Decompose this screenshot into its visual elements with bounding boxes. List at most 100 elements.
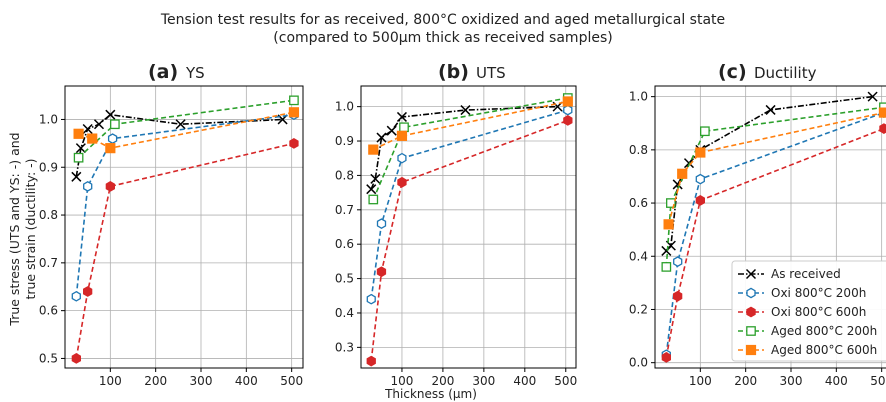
legend-label: Aged 800°C 600h xyxy=(771,343,877,357)
data-point xyxy=(661,262,672,272)
legend-entry: As received xyxy=(738,267,841,281)
y-tick-label: 1.0 xyxy=(335,100,354,114)
legend-label: Oxi 800°C 600h xyxy=(771,305,866,319)
y-tick-label: 0.7 xyxy=(39,256,58,270)
y-tick-label: 1.0 xyxy=(629,90,648,104)
data-point xyxy=(460,105,471,116)
y-tick-label: 0.2 xyxy=(629,302,648,316)
data-point xyxy=(289,95,299,106)
series-line xyxy=(78,111,295,149)
data-point xyxy=(695,147,706,158)
axes-frame xyxy=(64,85,304,369)
panel-a-ys: (a) YS 100 200 300 400 500 0.5 0.6 0.7 0.8 0.9 1.0 xyxy=(39,61,304,388)
series-line xyxy=(665,111,885,355)
panel-a-label: (a) xyxy=(148,61,178,83)
legend-entry: Oxi 800°C 600h xyxy=(738,305,866,319)
data-point xyxy=(71,290,81,302)
data-point xyxy=(563,115,573,126)
x-axis-label: Thickness (µm) xyxy=(384,387,477,401)
data-point xyxy=(562,96,573,107)
x-tick-label: 500 xyxy=(554,374,577,388)
legend-marker xyxy=(746,287,756,299)
y-tick-label: 0.8 xyxy=(629,143,648,157)
series-line xyxy=(370,119,569,362)
data-point xyxy=(397,152,407,164)
data-point xyxy=(661,352,671,363)
data-point xyxy=(289,138,299,149)
data-point xyxy=(677,168,688,179)
series-aged-800-c-600h xyxy=(368,96,573,155)
data-point xyxy=(366,184,377,195)
data-point xyxy=(370,173,381,184)
data-point xyxy=(83,286,93,297)
data-point xyxy=(376,266,387,278)
x-tick-label: 100 xyxy=(390,374,413,388)
x-tick-label: 400 xyxy=(825,374,848,388)
legend-marker xyxy=(746,306,756,318)
x-tick-label: 400 xyxy=(513,374,536,388)
data-point xyxy=(73,128,84,139)
y-tick-label: 1.0 xyxy=(39,112,58,126)
data-point xyxy=(71,353,81,364)
series-as-received xyxy=(366,101,563,195)
series-line xyxy=(372,100,568,151)
data-point xyxy=(376,218,387,229)
series-line xyxy=(665,106,885,267)
data-point xyxy=(376,132,387,143)
legend-marker xyxy=(745,344,757,356)
data-point xyxy=(105,109,116,120)
x-tick-label: 100 xyxy=(99,374,122,388)
y-tick-label: 0.8 xyxy=(335,168,354,182)
panel-b-name: UTS xyxy=(476,64,506,82)
legend-entry: Aged 800°C 200h xyxy=(738,324,877,338)
legend-label: Aged 800°C 200h xyxy=(771,324,877,338)
panel-b-uts: (b) UTS 100 200 300 400 500 0.3 0.4 0.5 0.6 0.7 0.… xyxy=(335,61,577,388)
series-line xyxy=(665,127,885,358)
data-point xyxy=(105,143,116,154)
data-point xyxy=(71,171,82,182)
y-tick-label: 0.7 xyxy=(335,203,354,217)
series-line xyxy=(75,113,295,297)
legend-marker xyxy=(745,268,757,280)
x-tick-label: 100 xyxy=(689,374,712,388)
data-point xyxy=(765,104,776,115)
legend-label: Oxi 800°C 200h xyxy=(771,286,866,300)
data-point xyxy=(75,143,86,154)
series-aged-800-c-600h xyxy=(73,107,300,154)
panel-a-plot: 100 200 300 400 500 0.5 0.6 0.7 0.8 0.9 1.0 xyxy=(39,85,304,388)
y-tick-label: 0.6 xyxy=(629,196,648,210)
data-point xyxy=(368,144,379,155)
y-tick-label: 0.9 xyxy=(39,160,58,174)
data-point xyxy=(700,126,710,137)
x-tick-label: 200 xyxy=(144,374,167,388)
legend-marker xyxy=(746,326,756,336)
x-tick-label: 400 xyxy=(235,374,258,388)
legend: As received Oxi 800°C 200h Oxi 800°C 600h A… xyxy=(731,260,886,362)
data-point xyxy=(399,122,409,133)
data-point xyxy=(878,107,886,118)
y-tick-label: 0.5 xyxy=(335,272,354,286)
series-aged-800-c-200h xyxy=(73,95,299,163)
data-point xyxy=(386,125,397,136)
data-point xyxy=(366,355,376,367)
series-oxi-800-c-200h xyxy=(366,104,573,305)
data-point xyxy=(82,123,93,135)
x-tick-label: 200 xyxy=(734,374,757,388)
x-tick-label: 300 xyxy=(472,374,495,388)
data-point xyxy=(673,256,683,267)
y-axis-label-line2: true strain (ductility: -) xyxy=(23,158,38,299)
axes-frame xyxy=(654,85,886,369)
data-point xyxy=(175,119,186,130)
series-oxi-800-c-600h xyxy=(661,123,886,363)
legend-box xyxy=(731,260,886,362)
data-point xyxy=(396,130,408,141)
figure-title-line1: Tension test results for as received, 80… xyxy=(160,12,725,28)
data-point xyxy=(396,111,407,122)
figure-title-line2: (compared to 500µm thick as received sam… xyxy=(273,30,612,46)
axes-frame xyxy=(360,85,577,369)
data-point xyxy=(666,198,676,208)
y-tick-label: 0.4 xyxy=(629,249,648,263)
data-point xyxy=(663,219,674,230)
data-point xyxy=(368,194,379,205)
data-point xyxy=(73,152,84,163)
